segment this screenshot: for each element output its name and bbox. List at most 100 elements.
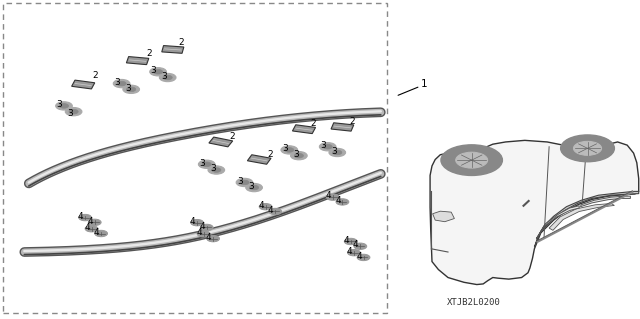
Text: 3: 3: [332, 147, 337, 156]
Text: 4: 4: [84, 223, 90, 232]
Text: 2: 2: [229, 132, 234, 141]
Circle shape: [348, 249, 360, 256]
Circle shape: [236, 178, 253, 187]
Text: 4: 4: [344, 236, 349, 245]
Circle shape: [154, 70, 163, 74]
Circle shape: [88, 219, 101, 226]
Text: 4: 4: [206, 233, 211, 242]
Circle shape: [95, 230, 108, 237]
Circle shape: [65, 108, 82, 116]
Circle shape: [200, 224, 213, 231]
Circle shape: [197, 231, 210, 237]
Polygon shape: [248, 155, 271, 164]
Circle shape: [441, 145, 502, 175]
Circle shape: [163, 75, 172, 80]
Circle shape: [323, 145, 332, 149]
Text: 2: 2: [268, 150, 273, 159]
Text: 4: 4: [326, 191, 331, 200]
Text: 3: 3: [248, 182, 253, 191]
Text: 3: 3: [162, 72, 167, 81]
Text: 4: 4: [335, 196, 340, 205]
Circle shape: [269, 208, 282, 215]
Polygon shape: [162, 46, 184, 53]
Polygon shape: [331, 123, 354, 131]
Polygon shape: [209, 137, 233, 147]
Circle shape: [344, 238, 357, 245]
Text: 4: 4: [196, 228, 202, 237]
Circle shape: [573, 141, 602, 155]
Text: 4: 4: [94, 228, 99, 237]
Text: 3: 3: [125, 84, 131, 93]
Circle shape: [333, 150, 342, 155]
Circle shape: [56, 102, 72, 110]
Circle shape: [281, 146, 298, 154]
Text: 2: 2: [92, 71, 97, 80]
Text: 4: 4: [268, 206, 273, 215]
Circle shape: [208, 166, 225, 174]
Circle shape: [326, 194, 339, 200]
Circle shape: [198, 160, 215, 168]
Circle shape: [117, 81, 126, 86]
Text: 2: 2: [311, 119, 316, 128]
Text: 2: 2: [179, 38, 184, 47]
Text: 4: 4: [200, 222, 205, 231]
Text: 2: 2: [349, 117, 355, 126]
Circle shape: [123, 85, 140, 93]
Polygon shape: [580, 196, 630, 207]
Circle shape: [212, 168, 221, 172]
Circle shape: [240, 180, 249, 185]
Text: 4: 4: [259, 201, 264, 210]
Circle shape: [127, 87, 136, 92]
Polygon shape: [534, 191, 639, 247]
Circle shape: [246, 183, 262, 192]
Text: 3: 3: [293, 150, 298, 159]
Text: 3: 3: [200, 159, 205, 167]
Circle shape: [336, 199, 349, 205]
Circle shape: [250, 185, 259, 190]
Circle shape: [113, 79, 130, 88]
Circle shape: [79, 214, 92, 221]
Circle shape: [291, 152, 307, 160]
Circle shape: [294, 153, 303, 158]
Circle shape: [285, 148, 294, 152]
Text: 3: 3: [282, 144, 287, 153]
Polygon shape: [127, 56, 148, 65]
Text: 4: 4: [88, 217, 93, 226]
Polygon shape: [549, 204, 614, 230]
Circle shape: [191, 219, 204, 226]
Circle shape: [150, 68, 166, 76]
Text: 4: 4: [356, 252, 362, 261]
Circle shape: [456, 152, 488, 168]
Text: 4: 4: [78, 212, 83, 221]
Text: 3: 3: [237, 177, 243, 186]
Circle shape: [207, 235, 220, 242]
Text: 4: 4: [347, 247, 352, 256]
Polygon shape: [72, 80, 95, 89]
Text: 3: 3: [151, 66, 156, 75]
Text: 3: 3: [115, 78, 120, 87]
Polygon shape: [433, 211, 454, 222]
Text: 1: 1: [421, 78, 428, 89]
Circle shape: [159, 73, 176, 82]
Circle shape: [85, 226, 98, 232]
Text: 2: 2: [147, 49, 152, 58]
Text: 4: 4: [190, 217, 195, 226]
Circle shape: [202, 162, 211, 167]
Text: 3: 3: [68, 109, 73, 118]
Text: 4: 4: [353, 241, 358, 249]
Text: 3: 3: [57, 100, 62, 109]
Circle shape: [60, 104, 68, 108]
Circle shape: [561, 135, 614, 162]
Circle shape: [69, 109, 78, 114]
Circle shape: [259, 204, 272, 210]
Circle shape: [354, 243, 367, 249]
Polygon shape: [430, 140, 639, 285]
Polygon shape: [536, 206, 579, 239]
Circle shape: [329, 148, 346, 157]
Text: 3: 3: [321, 141, 326, 150]
Polygon shape: [292, 125, 316, 134]
Text: XTJB2L0200: XTJB2L0200: [447, 298, 500, 307]
Circle shape: [319, 143, 336, 151]
Circle shape: [357, 254, 370, 261]
Text: 3: 3: [211, 164, 216, 173]
